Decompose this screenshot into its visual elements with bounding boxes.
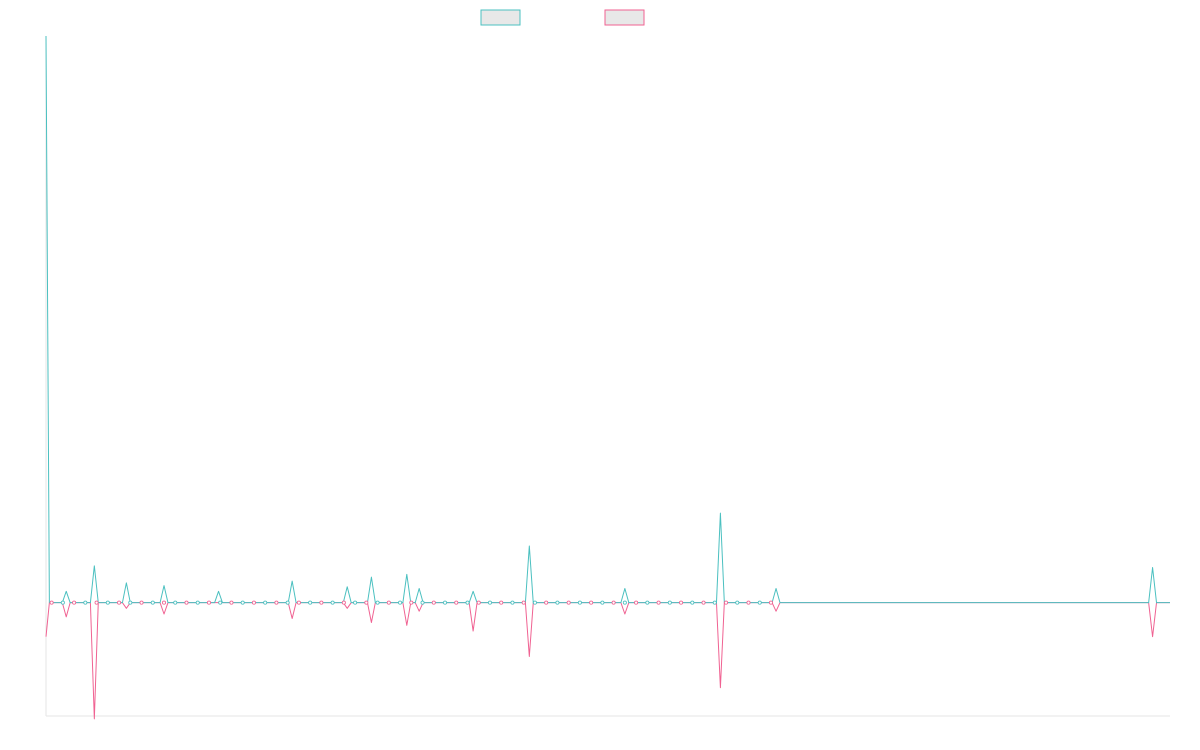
data-point: [83, 600, 88, 605]
data-point: [341, 600, 346, 605]
data-point: [656, 600, 661, 605]
data-point: [251, 600, 256, 605]
series-line-teal: [45, 35, 1170, 604]
data-point: [274, 600, 279, 605]
data-point: [589, 600, 594, 605]
series-line-pink: [45, 602, 1170, 720]
data-point: [386, 600, 391, 605]
data-point: [465, 600, 470, 605]
data-point: [240, 600, 245, 605]
data-point: [105, 600, 110, 605]
data-point: [60, 600, 65, 605]
data-point: [117, 600, 122, 605]
legend: [480, 9, 645, 26]
data-point: [634, 600, 639, 605]
data-point: [690, 600, 695, 605]
data-point: [195, 600, 200, 605]
data-point: [364, 600, 369, 605]
data-point: [768, 600, 773, 605]
data-point: [566, 600, 571, 605]
data-point: [128, 600, 133, 605]
data-point: [263, 600, 268, 605]
data-point: [532, 600, 537, 605]
data-point: [712, 600, 717, 605]
data-point: [398, 600, 403, 605]
data-point: [431, 600, 436, 605]
data-point: [622, 600, 627, 605]
axes: [45, 36, 1170, 717]
data-point: [600, 600, 605, 605]
data-point: [285, 600, 290, 605]
data-point: [735, 600, 740, 605]
data-point: [679, 600, 684, 605]
data-point: [420, 600, 425, 605]
data-point: [757, 600, 762, 605]
data-point: [150, 600, 155, 605]
data-point: [454, 600, 459, 605]
data-point: [296, 600, 301, 605]
data-point: [330, 600, 335, 605]
data-point: [487, 600, 492, 605]
series-layer: [45, 35, 1170, 720]
data-point: [49, 600, 54, 605]
data-point: [701, 600, 706, 605]
data-point: [72, 600, 77, 605]
data-point: [162, 600, 167, 605]
data-point: [308, 600, 313, 605]
legend-swatch-pink[interactable]: [604, 9, 645, 26]
data-point: [319, 600, 324, 605]
data-point: [544, 600, 549, 605]
data-point: [667, 600, 672, 605]
data-point: [746, 600, 751, 605]
data-point: [577, 600, 582, 605]
data-point: [555, 600, 560, 605]
data-point: [375, 600, 380, 605]
data-point: [218, 600, 223, 605]
data-point: [443, 600, 448, 605]
data-point: [510, 600, 515, 605]
data-point: [229, 600, 234, 605]
data-point: [611, 600, 616, 605]
data-point: [645, 600, 650, 605]
data-point: [353, 600, 358, 605]
data-point: [173, 600, 178, 605]
data-point: [476, 600, 481, 605]
data-point: [409, 600, 414, 605]
data-point: [139, 600, 144, 605]
data-point: [499, 600, 504, 605]
data-point: [94, 600, 99, 605]
data-point: [724, 600, 729, 605]
data-point: [521, 600, 526, 605]
data-point: [184, 600, 189, 605]
legend-swatch-teal[interactable]: [480, 9, 521, 26]
data-point: [206, 600, 211, 605]
